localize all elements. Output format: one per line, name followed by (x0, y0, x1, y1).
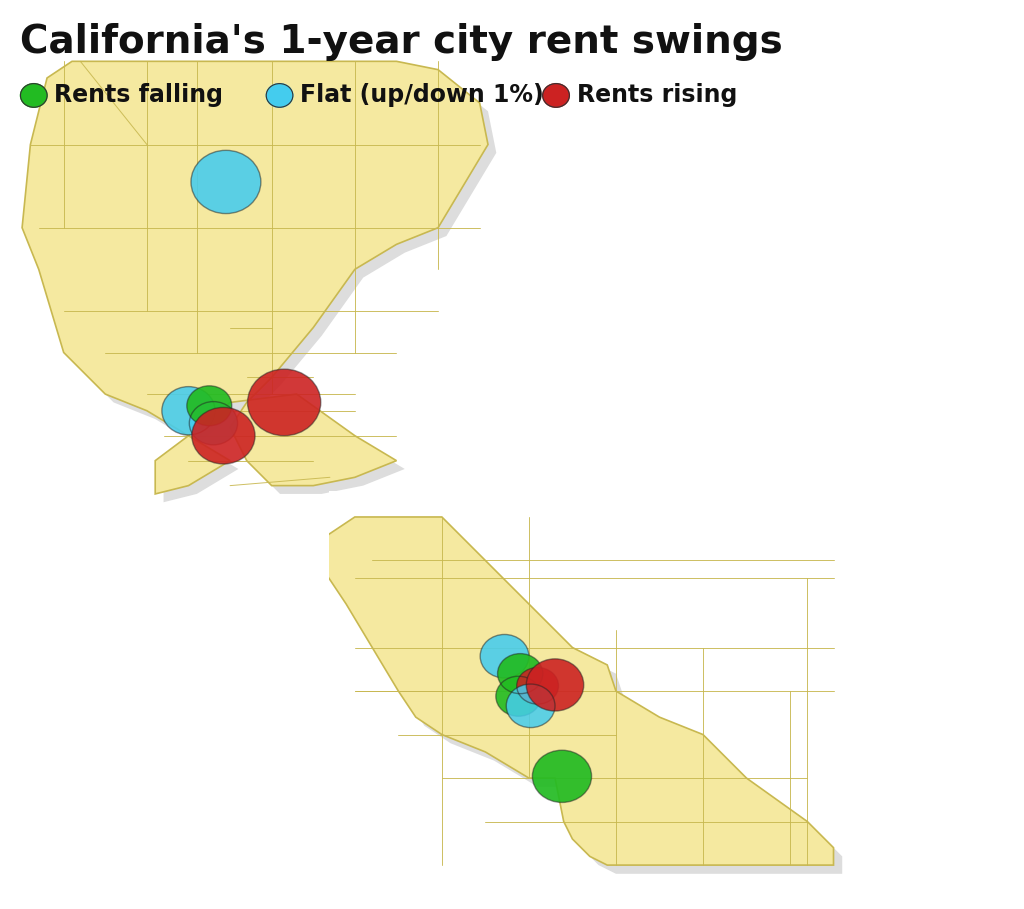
Text: Rents falling: Rents falling (54, 84, 223, 107)
Text: Flat (up/down 1%): Flat (up/down 1%) (300, 84, 544, 107)
Ellipse shape (189, 402, 238, 445)
Ellipse shape (517, 667, 558, 704)
Ellipse shape (162, 386, 215, 435)
Text: California's 1-year city rent swings: California's 1-year city rent swings (20, 23, 783, 61)
Ellipse shape (532, 750, 592, 803)
Text: Rents rising: Rents rising (577, 84, 737, 107)
Ellipse shape (191, 150, 261, 214)
Ellipse shape (480, 634, 529, 678)
Ellipse shape (191, 407, 255, 464)
Polygon shape (311, 517, 834, 865)
Ellipse shape (498, 654, 543, 694)
Ellipse shape (506, 684, 555, 727)
Ellipse shape (496, 676, 541, 716)
Polygon shape (31, 70, 497, 503)
Polygon shape (23, 61, 488, 494)
Ellipse shape (526, 659, 584, 711)
Polygon shape (321, 525, 842, 874)
Ellipse shape (248, 369, 321, 435)
Ellipse shape (186, 385, 231, 425)
